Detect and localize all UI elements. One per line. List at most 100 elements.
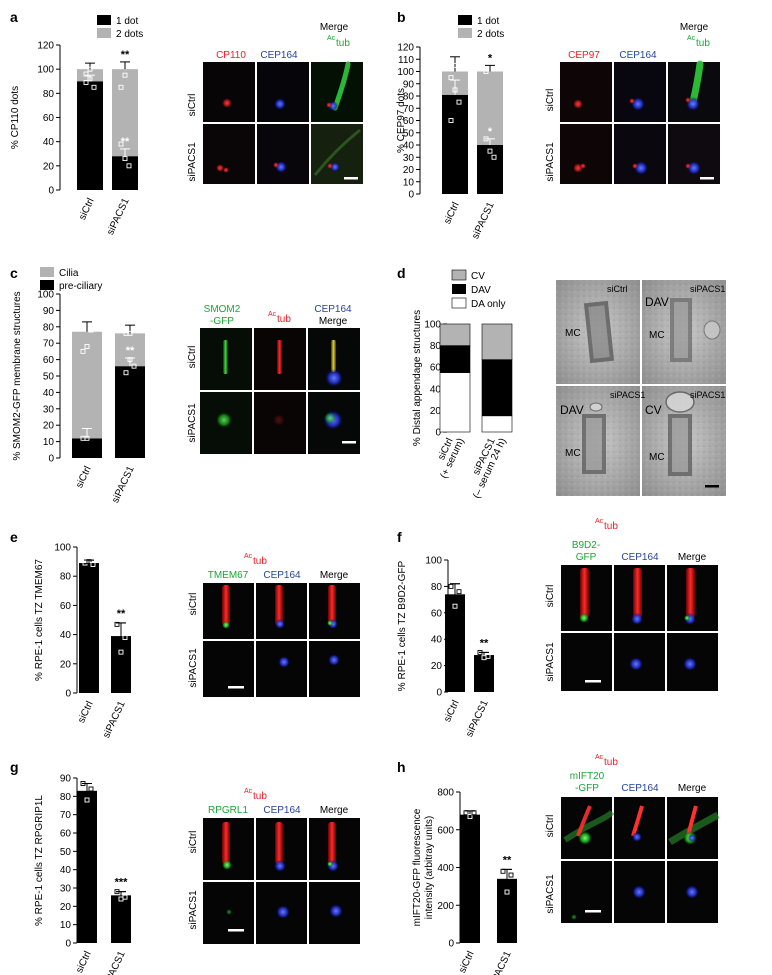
data-point bbox=[118, 141, 124, 147]
data-point bbox=[471, 810, 477, 816]
significance-mark: ** bbox=[121, 136, 130, 148]
svg-text:-GFP: -GFP bbox=[210, 316, 234, 327]
svg-text:CEP164: CEP164 bbox=[619, 50, 657, 61]
bar bbox=[111, 636, 131, 693]
svg-text:tub: tub bbox=[277, 314, 291, 325]
data-point bbox=[88, 327, 94, 333]
row-label-sictrl: siCtrl bbox=[187, 94, 198, 117]
micrographs-e: Ac tub TMEM67 CEP164 Merge siCtrl siPACS… bbox=[188, 553, 360, 697]
svg-text:MC: MC bbox=[565, 328, 581, 339]
y-tick-label: 80 bbox=[430, 341, 442, 352]
data-point bbox=[448, 118, 454, 123]
svg-text:Ac: Ac bbox=[327, 35, 336, 42]
y-tick-label: 40 bbox=[403, 141, 415, 152]
y-tick-label: 80 bbox=[43, 322, 55, 333]
data-point bbox=[83, 71, 89, 77]
significance-mark: ** bbox=[117, 608, 126, 620]
y-tick-label: 90 bbox=[60, 774, 72, 785]
data-point bbox=[483, 136, 489, 142]
legend-b: 1 dot 2 dots bbox=[458, 15, 504, 40]
svg-text:2 dots: 2 dots bbox=[477, 29, 504, 40]
svg-text:RPGRL1: RPGRL1 bbox=[208, 805, 248, 816]
svg-text:-GFP: -GFP bbox=[575, 783, 599, 794]
category-label: siPACS1 bbox=[105, 196, 132, 237]
data-point bbox=[467, 814, 473, 819]
bar-segment bbox=[77, 81, 103, 190]
svg-text:Merge: Merge bbox=[320, 805, 349, 816]
svg-text:Merge: Merge bbox=[320, 22, 349, 33]
data-point bbox=[84, 797, 90, 803]
y-tick-label: 30 bbox=[403, 153, 415, 164]
svg-text:siPACS1: siPACS1 bbox=[690, 390, 725, 400]
y-tick-label: 20 bbox=[60, 902, 72, 913]
y-tick-label: 70 bbox=[60, 810, 72, 821]
bar-segment bbox=[481, 323, 513, 360]
y-axis-label: % RPE-1 cells TZ B9D2-GFP bbox=[397, 560, 408, 691]
y-tick-label: 120 bbox=[37, 41, 54, 52]
panel-letter-h: h bbox=[397, 759, 406, 775]
data-point bbox=[500, 868, 506, 874]
data-point bbox=[118, 84, 124, 90]
data-point bbox=[84, 344, 90, 349]
data-point bbox=[448, 583, 454, 589]
panel-letter-f: f bbox=[397, 529, 402, 545]
y-tick-label: 20 bbox=[43, 161, 55, 172]
data-point bbox=[80, 781, 86, 786]
bar-segment bbox=[112, 69, 138, 157]
y-axis-label: % RPE-1 cells TZ RPGRIP1L bbox=[34, 795, 45, 926]
category-label: siCtrl bbox=[442, 699, 462, 724]
svg-text:DAV: DAV bbox=[560, 403, 584, 417]
svg-text:tub: tub bbox=[604, 521, 618, 532]
legend-d: CV DAV DA only bbox=[451, 269, 505, 310]
svg-text:2 dots: 2 dots bbox=[116, 29, 143, 40]
svg-text:CP110: CP110 bbox=[216, 50, 246, 61]
y-tick-label: 20 bbox=[431, 661, 443, 672]
y-tick-label: 40 bbox=[60, 865, 72, 876]
y-tick-label: 60 bbox=[430, 363, 442, 374]
y-tick-label: 20 bbox=[43, 421, 55, 432]
data-point bbox=[456, 99, 462, 105]
svg-text:siPACS1: siPACS1 bbox=[545, 142, 556, 182]
y-tick-label: 100 bbox=[397, 67, 414, 78]
y-axis-label: % CEP97 dots bbox=[396, 88, 407, 153]
y-axis-label: % CP110 dots bbox=[10, 86, 21, 149]
y-tick-label: 80 bbox=[60, 792, 72, 803]
y-tick-label: 70 bbox=[403, 104, 415, 115]
svg-text:tub: tub bbox=[604, 757, 618, 768]
chart-g: 0 10 20 30 40 50 60 70 80 90 % RPE-1 cells TZ RPGR… bbox=[34, 774, 131, 975]
svg-text:pre-ciliary: pre-ciliary bbox=[59, 281, 102, 292]
svg-text:CEP97: CEP97 bbox=[568, 50, 600, 61]
svg-text:CEP164: CEP164 bbox=[314, 304, 352, 315]
svg-text:DAV: DAV bbox=[645, 295, 669, 309]
y-tick-label: 0 bbox=[65, 939, 71, 950]
svg-text:CEP164: CEP164 bbox=[263, 805, 301, 816]
y-tick-label: 600 bbox=[437, 825, 454, 836]
svg-text:siPACS1: siPACS1 bbox=[187, 403, 198, 443]
bar bbox=[445, 594, 465, 692]
svg-text:MC: MC bbox=[565, 448, 581, 459]
bar bbox=[77, 790, 97, 943]
bar-segment bbox=[112, 156, 138, 190]
category-label: siCtrl bbox=[442, 201, 462, 226]
svg-text:CEP164: CEP164 bbox=[621, 783, 659, 794]
svg-text:mIFT20: mIFT20 bbox=[570, 771, 605, 782]
data-point bbox=[88, 786, 94, 792]
data-point bbox=[86, 559, 92, 565]
svg-text:Merge: Merge bbox=[680, 22, 709, 33]
svg-text:CEP164: CEP164 bbox=[263, 570, 301, 581]
svg-text:1 dot: 1 dot bbox=[477, 16, 499, 27]
y-tick-label: 0 bbox=[408, 190, 414, 201]
svg-text:Merge: Merge bbox=[320, 570, 349, 581]
data-point bbox=[452, 603, 458, 609]
svg-text:CV: CV bbox=[645, 403, 662, 417]
y-tick-label: 100 bbox=[54, 543, 71, 554]
svg-text:Cilia: Cilia bbox=[59, 268, 79, 279]
data-point bbox=[122, 635, 128, 640]
bar bbox=[460, 814, 480, 943]
category-label: siPACS1 bbox=[464, 698, 491, 739]
micrographs-g: Ac tub RPGRL1 CEP164 Merge siCtrl siPACS… bbox=[188, 788, 360, 944]
data-point bbox=[122, 72, 128, 78]
svg-text:siPACS1: siPACS1 bbox=[545, 642, 556, 682]
micrographs-c: SMOM2 -GFP Ac tub CEP164 Merge siCtrl si… bbox=[187, 304, 360, 454]
